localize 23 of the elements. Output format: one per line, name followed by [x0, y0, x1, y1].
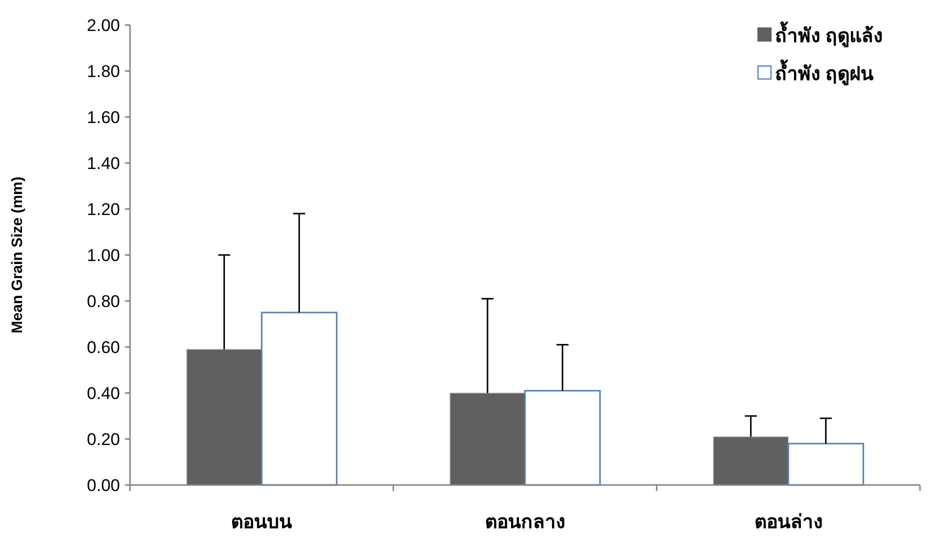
y-tick-label: 1.00 — [86, 246, 120, 265]
y-tick-label: 0.40 — [86, 384, 120, 403]
y-tick-label: 2.00 — [86, 16, 120, 35]
y-tick-label: 0.20 — [86, 430, 120, 449]
legend-label: ถ้ำพัง ฤดูแล้ง — [775, 21, 882, 48]
x-tick-label: ตอนกลาง — [485, 512, 565, 533]
bar — [450, 392, 526, 486]
y-tick-label: 1.80 — [86, 62, 120, 81]
bar — [524, 390, 601, 486]
y-tick-label: 0.60 — [86, 338, 120, 357]
y-tick-label: 1.20 — [86, 200, 120, 219]
bar — [788, 442, 864, 486]
y-tick-label: 1.60 — [86, 108, 120, 127]
y-tick-label: 0.00 — [86, 476, 120, 495]
bar — [260, 312, 338, 486]
y-tick-label: 0.80 — [86, 292, 120, 311]
legend-label: ถ้ำพัง ฤดูฝน — [775, 59, 874, 86]
x-tick-label: ตอนบน — [231, 512, 292, 533]
y-axis-title: Mean Grain Size (mm) — [9, 176, 26, 334]
y-tick-label: 1.40 — [86, 154, 120, 173]
bar — [186, 348, 262, 486]
x-tick-label: ตอนล่าง — [754, 512, 822, 533]
bar — [712, 436, 789, 486]
